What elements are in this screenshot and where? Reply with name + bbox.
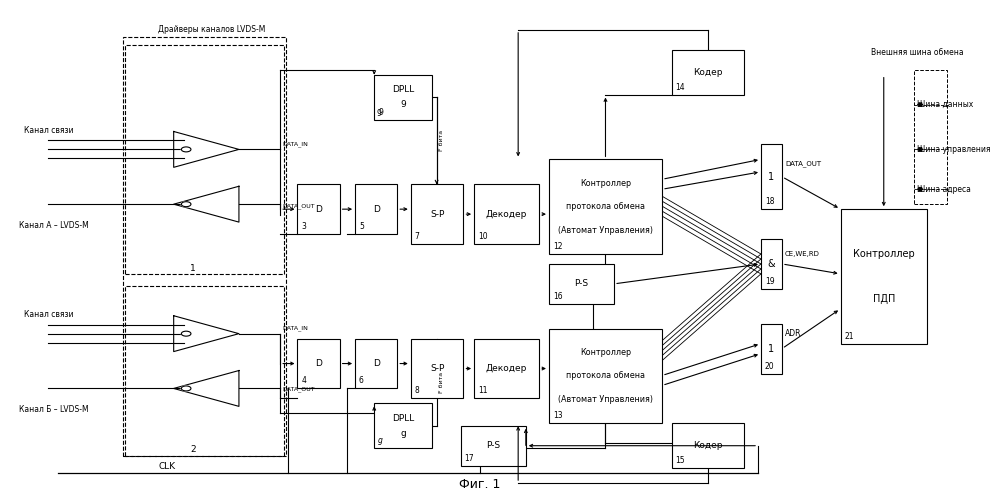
Text: Декодер: Декодер (486, 210, 527, 219)
Text: 19: 19 (765, 277, 774, 286)
Text: 1: 1 (768, 344, 774, 354)
Text: протокола обмена: протокола обмена (566, 372, 645, 380)
Bar (671, 50, 743, 95)
Text: ADR: ADR (785, 329, 801, 338)
Text: 2: 2 (190, 445, 196, 454)
Text: 9: 9 (377, 109, 381, 118)
Text: (Автомат Управления): (Автомат Управления) (558, 395, 653, 404)
Text: S-P: S-P (430, 364, 445, 373)
Bar (475, 184, 539, 244)
Text: g: g (378, 436, 383, 445)
Text: 8: 8 (415, 386, 420, 395)
Text: P-S: P-S (574, 279, 588, 288)
Text: Драйверы каналов LVDS-М: Драйверы каналов LVDS-М (158, 25, 266, 34)
Bar (123, 37, 286, 456)
Bar (548, 329, 662, 423)
Text: Внешняя шина обмена: Внешняя шина обмена (871, 48, 964, 57)
Text: 16: 16 (552, 292, 562, 301)
Bar (411, 339, 464, 398)
Text: DATA_IN: DATA_IN (282, 326, 308, 331)
Text: 21: 21 (844, 332, 854, 341)
Circle shape (182, 147, 191, 152)
Text: 18: 18 (765, 197, 774, 206)
Text: 1: 1 (190, 264, 196, 273)
Text: &: & (767, 259, 775, 269)
Text: Декодер: Декодер (486, 364, 527, 373)
Text: 6: 6 (359, 376, 364, 385)
Text: Кодер: Кодер (693, 68, 722, 77)
Text: Канал связи: Канал связи (24, 310, 74, 319)
Bar (125, 45, 284, 274)
Text: DATA_IN: DATA_IN (282, 141, 308, 147)
Bar (298, 339, 340, 388)
Text: Шина данных: Шина данных (917, 100, 974, 109)
Text: 15: 15 (675, 456, 685, 465)
Text: 9: 9 (378, 108, 383, 117)
Bar (548, 159, 662, 254)
Text: 13: 13 (552, 411, 562, 420)
Text: P-S: P-S (487, 441, 500, 450)
Text: Канал связи: Канал связи (24, 126, 74, 135)
Text: DATA_OUT: DATA_OUT (785, 160, 821, 167)
Text: CE,WE,RD: CE,WE,RD (785, 251, 820, 257)
Text: Кодер: Кодер (693, 441, 722, 450)
Circle shape (182, 331, 191, 336)
Circle shape (182, 386, 191, 391)
Bar (411, 184, 464, 244)
Text: D: D (315, 205, 322, 214)
Bar (125, 286, 284, 456)
Text: 20: 20 (765, 362, 774, 371)
Text: S-P: S-P (430, 210, 445, 219)
Bar (355, 339, 398, 388)
Text: DATA_OUT: DATA_OUT (282, 387, 315, 392)
Bar (548, 264, 614, 304)
Bar (761, 144, 782, 209)
Text: 11: 11 (478, 386, 488, 395)
Circle shape (182, 202, 191, 207)
Text: 12: 12 (552, 242, 562, 251)
Bar (913, 70, 947, 204)
Text: D: D (373, 205, 380, 214)
Text: 17: 17 (465, 454, 475, 463)
Text: F бита: F бита (440, 130, 445, 151)
Text: протокола обмена: протокола обмена (566, 202, 645, 211)
Text: DPLL: DPLL (392, 414, 415, 423)
Bar (298, 184, 340, 234)
Bar (671, 423, 743, 468)
Bar (375, 75, 432, 120)
Text: Контроллер: Контроллер (580, 178, 631, 188)
Text: D: D (373, 359, 380, 368)
Text: g: g (401, 429, 406, 438)
Bar (840, 209, 927, 344)
Text: 14: 14 (675, 83, 685, 92)
Text: Контроллер: Контроллер (580, 348, 631, 357)
Text: Шина адреса: Шина адреса (917, 185, 971, 194)
Text: 4: 4 (302, 376, 306, 385)
Text: 10: 10 (478, 232, 488, 241)
Bar (375, 403, 432, 448)
Text: Фиг. 1: Фиг. 1 (460, 478, 500, 491)
Text: Канал А – LVDS-М: Канал А – LVDS-М (19, 221, 89, 230)
Text: 1: 1 (768, 172, 774, 182)
Text: 5: 5 (359, 222, 364, 231)
Bar (461, 426, 525, 466)
Text: Контроллер: Контроллер (853, 249, 915, 259)
Text: DPLL: DPLL (392, 85, 415, 94)
Bar (761, 324, 782, 374)
Text: 7: 7 (415, 232, 420, 241)
Text: Канал Б – LVDS-М: Канал Б – LVDS-М (19, 405, 89, 414)
Text: ПДП: ПДП (872, 294, 895, 304)
Text: F бита: F бита (440, 372, 445, 393)
Bar (355, 184, 398, 234)
Text: (Автомат Управления): (Автомат Управления) (558, 226, 653, 235)
Text: 9: 9 (401, 100, 406, 109)
Text: DATA_OUT: DATA_OUT (282, 204, 315, 209)
Bar (761, 239, 782, 289)
Text: 3: 3 (302, 222, 306, 231)
Text: Шина управления: Шина управления (917, 145, 991, 154)
Bar (475, 339, 539, 398)
Text: D: D (315, 359, 322, 368)
Text: CLK: CLK (158, 462, 176, 471)
